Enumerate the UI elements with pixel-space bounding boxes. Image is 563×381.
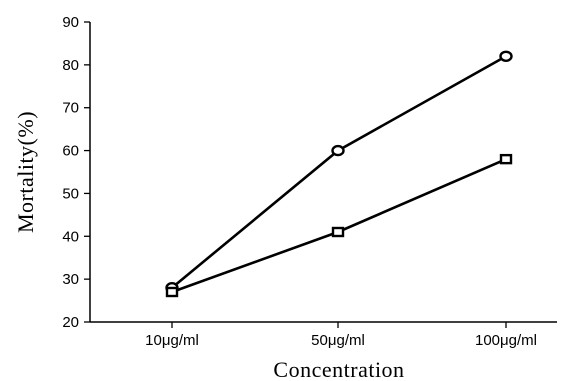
y-tick-label: 50 — [62, 185, 79, 202]
square-point — [499, 153, 513, 165]
circle-point — [499, 50, 513, 62]
x-axis-title: Concentration — [273, 357, 404, 381]
x-tick-label: 100μg/ml — [475, 332, 537, 349]
series-layer — [165, 50, 513, 298]
square-point — [165, 286, 179, 298]
x-ticks: 10μg/ml 50μg/ml 100μg/ml — [145, 322, 537, 349]
y-tick-label: 20 — [62, 314, 79, 331]
circle-point — [331, 144, 345, 157]
axes — [89, 22, 557, 323]
x-tick-label: 50μg/ml — [311, 332, 365, 349]
y-tick-label: 60 — [62, 143, 79, 160]
square-point — [331, 226, 345, 238]
y-tick-label: 80 — [62, 57, 79, 74]
y-tick-label: 90 — [62, 14, 79, 31]
y-tick-label: 40 — [62, 228, 79, 245]
y-axis-title: Mortality(%) — [13, 111, 38, 233]
series-line-circle — [171, 55, 507, 289]
series-line-square — [171, 157, 507, 294]
x-tick-label: 10μg/ml — [145, 332, 199, 349]
y-ticks: 20 30 40 50 60 70 80 90 — [62, 14, 90, 331]
y-tick-label: 70 — [62, 100, 79, 117]
y-tick-label: 30 — [62, 271, 79, 288]
